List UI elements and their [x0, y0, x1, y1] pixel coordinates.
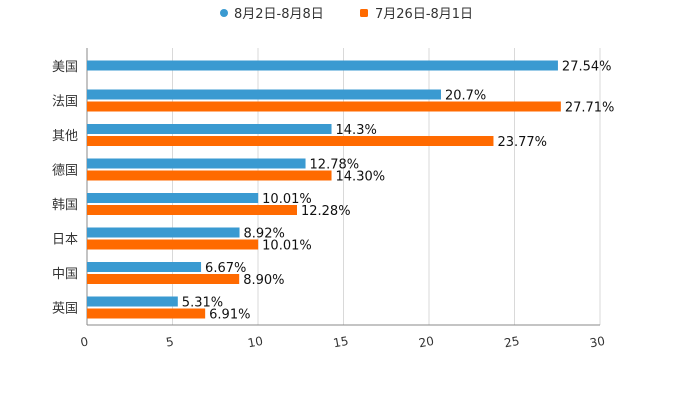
data-label-series1: 27.54% [562, 60, 612, 75]
bar-series1 [87, 158, 306, 169]
legend-marker-0 [220, 9, 228, 17]
bars [87, 60, 561, 319]
data-label-series2: 23.77% [497, 135, 547, 150]
data-label-series2: 12.28% [301, 204, 351, 219]
category-label: 中国 [52, 267, 78, 282]
x-tick-label: 0 [79, 335, 89, 350]
category-label: 韩国 [52, 198, 78, 213]
data-label-series2: 27.71% [565, 101, 615, 116]
data-label-series1: 5.31% [182, 296, 223, 311]
bar-series2 [87, 205, 297, 215]
category-label: 日本 [52, 233, 78, 248]
bar-series1 [87, 193, 259, 203]
bar-series1 [87, 227, 240, 238]
x-tick-label: 15 [332, 334, 349, 350]
bar-series2 [87, 170, 332, 181]
data-label-series1: 10.01% [262, 192, 312, 207]
data-label-series2: 14.30% [336, 170, 386, 185]
bar-series2 [87, 136, 494, 146]
category-label: 美国 [52, 60, 78, 75]
x-tick-label: 5 [165, 335, 175, 350]
x-tick-label: 20 [418, 334, 435, 350]
data-label-series2: 8.90% [243, 273, 284, 288]
x-tick-label: 10 [247, 334, 264, 350]
category-label: 法国 [52, 95, 78, 110]
legend-label-0: 8月2日-8月8日 [234, 7, 324, 22]
data-label-series1: 14.3% [336, 123, 377, 138]
legend-marker-1 [360, 9, 368, 17]
data-label-series2: 6.91% [209, 308, 250, 323]
category-label: 德国 [52, 164, 78, 179]
bar-series2 [87, 274, 240, 284]
bar-series2 [87, 308, 206, 319]
x-axis-ticks: 0 5 10 15 20 25 30 [79, 334, 606, 350]
data-labels: 27.54% 20.7% 27.71% 14.3% 23.77% 12.78%14.30%… [182, 60, 615, 323]
data-label-series1: 8.92% [244, 227, 285, 242]
x-tick-label: 25 [503, 334, 520, 350]
bar-series1 [87, 89, 441, 100]
bar-series1 [87, 124, 332, 134]
category-label: 英国 [52, 302, 78, 317]
bar-series1 [87, 262, 202, 272]
bar-series1 [87, 60, 558, 71]
bar-series2 [87, 239, 259, 250]
legend: 8月2日-8月8日 7月26日-8月1日 [220, 7, 473, 22]
data-label-series1: 12.78% [310, 158, 360, 173]
legend-label-1: 7月26日-8月1日 [375, 7, 473, 22]
category-label: 其他 [52, 129, 78, 144]
bar-series2 [87, 101, 561, 112]
data-label-series1: 6.67% [205, 261, 246, 276]
data-label-series1: 20.7% [445, 89, 486, 104]
x-tick-label: 30 [589, 334, 606, 350]
data-label-series2: 10.01% [262, 239, 312, 254]
bar-series1 [87, 296, 178, 307]
